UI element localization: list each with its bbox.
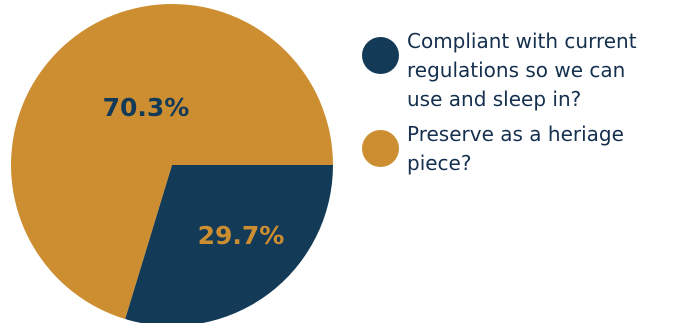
legend-label-compliant: Compliant with current regulations so we… (407, 29, 637, 111)
pie-slice-preserve (11, 4, 334, 320)
legend: Compliant with current regulations so we… (362, 27, 667, 184)
legend-label-preserve: Preserve as a heriage piece? (407, 122, 624, 175)
legend-swatch-compliant (362, 37, 399, 74)
legend-item-preserve: Preserve as a heriage piece? (362, 120, 667, 178)
slice-value-label-preserve: 70.3% (103, 93, 190, 122)
slice-value-label-compliant: 29.7% (198, 221, 285, 250)
pie-slice-compliant (125, 165, 333, 327)
legend-item-compliant: Compliant with current regulations so we… (362, 27, 667, 114)
legend-swatch-preserve (362, 130, 399, 167)
